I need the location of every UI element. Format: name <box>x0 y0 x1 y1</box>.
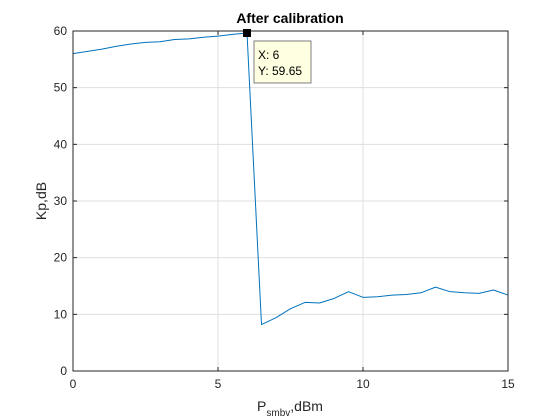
y-tick-label: 10 <box>54 307 68 321</box>
x-axis-label-suffix: ,dBm <box>290 398 323 414</box>
tick-labels: 0 5 10 15 0 10 20 30 40 50 60 <box>54 24 515 391</box>
datatip-y-text: Y: 59.65 <box>258 64 302 78</box>
y-axis-label: Kp,dB <box>33 182 49 220</box>
x-tick-label: 15 <box>501 377 515 391</box>
x-axis-label-main: P <box>257 398 266 414</box>
grid <box>73 31 508 371</box>
y-tick-label: 30 <box>54 194 68 208</box>
x-axis-label-subscript: smbv <box>266 408 290 419</box>
datatip[interactable]: X: 6 Y: 59.65 <box>243 28 312 84</box>
chart-title: After calibration <box>236 10 343 26</box>
x-tick-label: 0 <box>70 377 77 391</box>
y-tick-label: 60 <box>54 24 68 38</box>
x-tick-label: 5 <box>215 377 222 391</box>
series-layer <box>72 32 509 326</box>
y-tick-label: 40 <box>54 137 68 151</box>
x-tick-label: 10 <box>356 377 370 391</box>
datatip-x-text: X: 6 <box>258 48 280 62</box>
y-tick-label: 0 <box>60 364 67 378</box>
y-tick-label: 20 <box>54 251 68 265</box>
datatip-box <box>253 40 312 84</box>
x-axis-label: Psmbv,dBm <box>257 398 323 419</box>
ticks <box>72 30 509 372</box>
series-line <box>72 32 509 326</box>
datatip-marker[interactable] <box>243 28 251 37</box>
y-tick-label: 50 <box>54 81 68 95</box>
